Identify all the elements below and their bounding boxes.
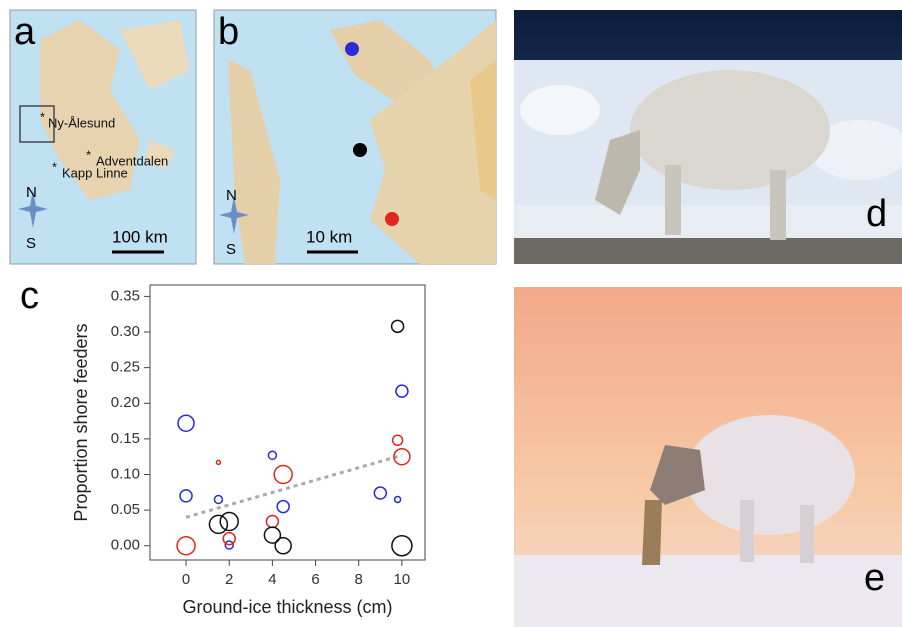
x-tick-label: 10 [394,571,411,588]
data-point [215,459,222,466]
compass-s: S [26,235,36,252]
data-point [393,447,411,466]
data-point [390,319,405,334]
map-b: b N S 10 km [213,9,497,265]
x-tick-label: 2 [225,571,233,588]
x-tick-label: 0 [182,571,190,588]
photo-e: e [514,287,902,627]
panel-label: e [864,557,885,599]
data-point [393,495,402,504]
plot-frame [149,284,426,561]
panel-label: b [218,11,239,53]
x-axis-title: Ground-ice thickness (cm) [182,597,392,617]
data-point [273,464,293,485]
x-tick-label: 8 [355,571,363,588]
compass-n: N [226,187,237,204]
place-label: Kapp Linne [62,165,128,180]
data-point [267,450,278,461]
place-label: Adventdalen [96,153,168,168]
trend-line [185,453,403,519]
y-tick-label: 0.25 [111,359,140,376]
compass-s: S [226,241,236,258]
panel-label: c [20,275,39,317]
y-tick-label: 0.15 [111,430,140,447]
scatter-plot: 0.00 0.05 0.10 0.15 0.20 0.25 0.30 0.35 0 2 4 6 8 10G… [71,284,426,617]
data-point [263,526,282,544]
x-tick-label: 6 [311,571,319,588]
place-marker: * [40,109,45,124]
data-point [213,494,224,505]
data-point [265,514,280,529]
y-tick-label: 0.30 [111,323,140,340]
scale-label: 100 km [112,227,168,246]
data-point [208,514,229,535]
data-point [222,531,236,546]
x-tick-label: 4 [268,571,276,588]
place-label: Ny-Ålesund [48,115,115,130]
place-marker: * [52,159,57,174]
map-a: a * Ny-Ålesund * Adventdalen * Kapp Linn… [9,9,197,265]
y-axis-title: Proportion shore feeders [71,323,91,521]
data-point [219,511,239,532]
data-point [274,537,292,555]
compass-n: N [26,184,37,201]
scale-label: 10 km [306,227,352,246]
panel-label: d [866,193,887,235]
y-tick-label: 0.20 [111,394,140,411]
data-point [391,535,413,557]
y-tick-label: 0.05 [111,501,140,518]
data-point [276,499,290,514]
data-point [395,384,409,398]
y-tick-label: 0.35 [111,287,140,304]
data-point [179,489,193,503]
data-point [177,414,195,432]
place-marker: * [86,147,91,162]
y-tick-label: 0.00 [111,537,140,554]
data-point [176,536,196,556]
y-tick-label: 0.10 [111,465,140,482]
photo-d: d [514,10,902,264]
data-point [224,540,234,550]
panel-label: a [14,11,36,53]
data-point [391,434,404,447]
data-point [373,486,388,500]
